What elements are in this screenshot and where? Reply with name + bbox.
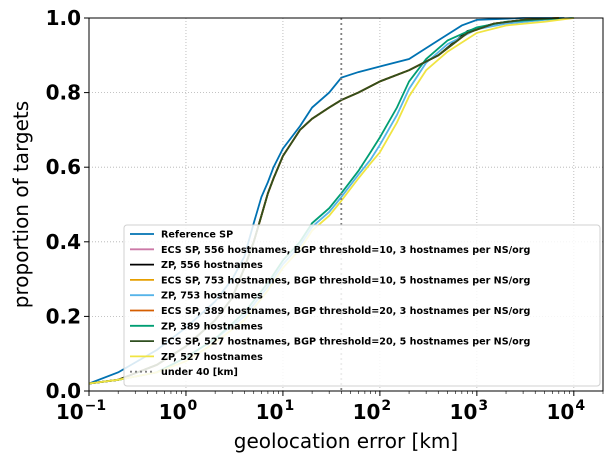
tick-layer: 0.00.20.40.60.81.010−1 100 101 102 103 104	[46, 6, 604, 424]
legend-label-5: ECS SP, 389 hostnames, BGP threshold=20,…	[161, 306, 530, 317]
y-axis-label: proportion of targets	[9, 101, 33, 308]
legend-label-9: under 40 [km]	[161, 367, 238, 378]
y-tick-label-1: 0.2	[46, 304, 81, 328]
y-tick-label-4: 0.8	[46, 81, 81, 105]
legend-label-6: ZP, 389 hostnames	[161, 321, 263, 332]
y-tick-label-2: 0.4	[46, 230, 81, 254]
legend: Reference SP ECS SP, 556 hostnames, BGP t…	[123, 224, 601, 387]
legend-label-7: ECS SP, 527 hostnames, BGP threshold=20,…	[161, 337, 530, 348]
y-tick-label-5: 1.0	[46, 6, 81, 30]
legend-label-8: ZP, 527 hostnames	[161, 352, 263, 363]
plot-frame	[88, 17, 604, 392]
legend-label-0: Reference SP	[161, 230, 233, 241]
legend-label-4: ZP, 753 hostnames	[161, 291, 263, 302]
legend-box	[123, 224, 601, 387]
legend-label-2: ZP, 556 hostnames	[161, 260, 263, 271]
y-tick-label-3: 0.6	[46, 155, 81, 179]
y-tick-label-0: 0.0	[46, 379, 81, 403]
x-axis-label: geolocation error [km]	[234, 429, 458, 453]
legend-label-3: ECS SP, 753 hostnames, BGP threshold=10,…	[161, 275, 530, 286]
legend-label-1: ECS SP, 556 hostnames, BGP threshold=10,…	[161, 245, 530, 256]
